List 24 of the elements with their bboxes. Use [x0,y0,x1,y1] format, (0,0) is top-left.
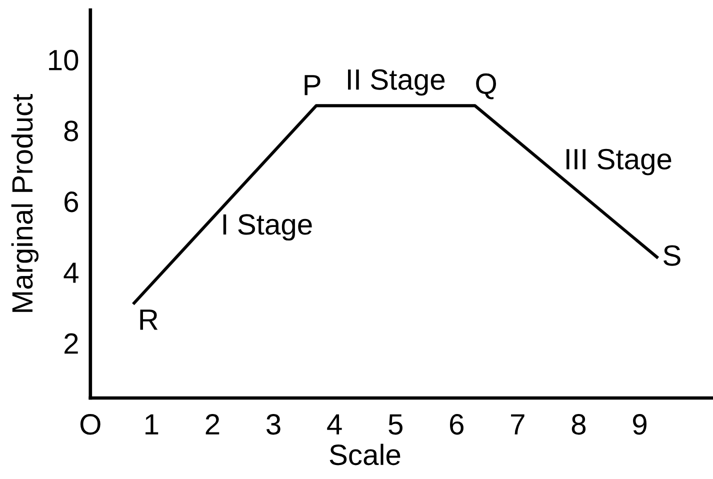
y-axis-title: Marginal Product [11,94,39,312]
annotation: II Stage [348,69,445,96]
annotation: Q [476,73,496,100]
x-tick-label: 7 [511,414,524,434]
x-tick-label: 9 [633,414,646,435]
annotation: R [140,310,158,330]
annotation: S [664,245,680,266]
x-axis-title: Scale [330,444,400,466]
x-tick-label: 4 [327,414,342,434]
x-tick-label: 5 [388,414,402,435]
y-tick-label: 6 [64,192,78,212]
annotation: P [304,75,320,96]
annotation: I Stage [223,214,312,241]
x-tick-label: 1 [146,414,158,434]
x-tick-label: 2 [206,414,220,434]
x-tick-label: 8 [572,414,586,435]
y-tick-label: 8 [64,120,78,142]
x-tick-label: 3 [266,414,280,435]
annotation: III Stage [566,148,672,176]
x-tick-label: 6 [450,414,464,435]
x-tick-label: O [80,414,100,435]
y-tick-label: 10 [49,50,78,70]
y-tick-label: 2 [64,333,78,354]
y-tick-label: 4 [64,262,78,283]
